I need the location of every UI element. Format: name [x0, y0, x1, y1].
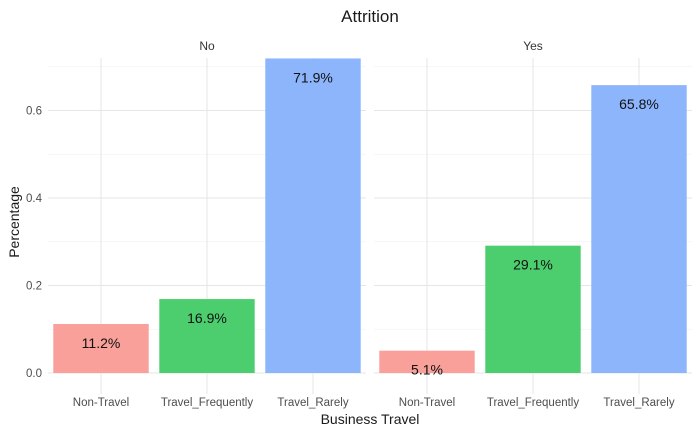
x-tick-label: Non-Travel: [399, 397, 455, 409]
x-axis-title: Business Travel: [321, 411, 420, 427]
y-tick-label: 0.6: [26, 106, 42, 118]
facet-strip-label: Yes: [523, 39, 543, 53]
bar-yes-travel-rarely: [591, 85, 687, 373]
y-axis: 0.0 0.2 0.4 0.6: [26, 106, 43, 381]
bar-no-travel-frequently: [159, 299, 255, 373]
x-tick-label: Non-Travel: [73, 397, 129, 409]
y-tick-label: 0.4: [26, 193, 43, 205]
bar-data-label: 65.8%: [619, 96, 659, 112]
facet-panels: No 11.2% Non-Travel 16.9% Travel_Frequently 7…: [48, 39, 692, 409]
y-tick-label: 0.0: [26, 368, 42, 380]
bar-data-label: 11.2%: [82, 335, 121, 351]
bar-data-label: 16.9%: [187, 310, 227, 326]
bar-data-label: 71.9%: [293, 69, 333, 85]
chart-title: Attrition: [341, 7, 399, 26]
facet-panel-yes: Yes 5.1% Non-Travel 29.1% Travel_Frequently 6…: [374, 39, 692, 409]
x-tick-label: Travel_Rarely: [277, 397, 348, 409]
x-tick-label: Travel_Frequently: [487, 397, 580, 409]
y-axis-title: Percentage: [6, 186, 22, 258]
x-tick-label: Travel_Frequently: [161, 397, 254, 409]
bar-yes-travel-frequently: [485, 245, 581, 373]
bar-data-label: 5.1%: [411, 362, 443, 378]
facet-strip-label: No: [199, 39, 215, 53]
bar-yes-non-travel: [379, 350, 475, 373]
bar-no-non-travel: [53, 324, 149, 373]
y-tick-label: 0.2: [26, 281, 42, 293]
bar-data-label: 29.1%: [513, 257, 553, 273]
bar-no-travel-rarely: [265, 58, 361, 373]
facet-panel-no: No 11.2% Non-Travel 16.9% Travel_Frequently 7…: [48, 39, 366, 409]
x-tick-label: Travel_Rarely: [603, 397, 674, 409]
